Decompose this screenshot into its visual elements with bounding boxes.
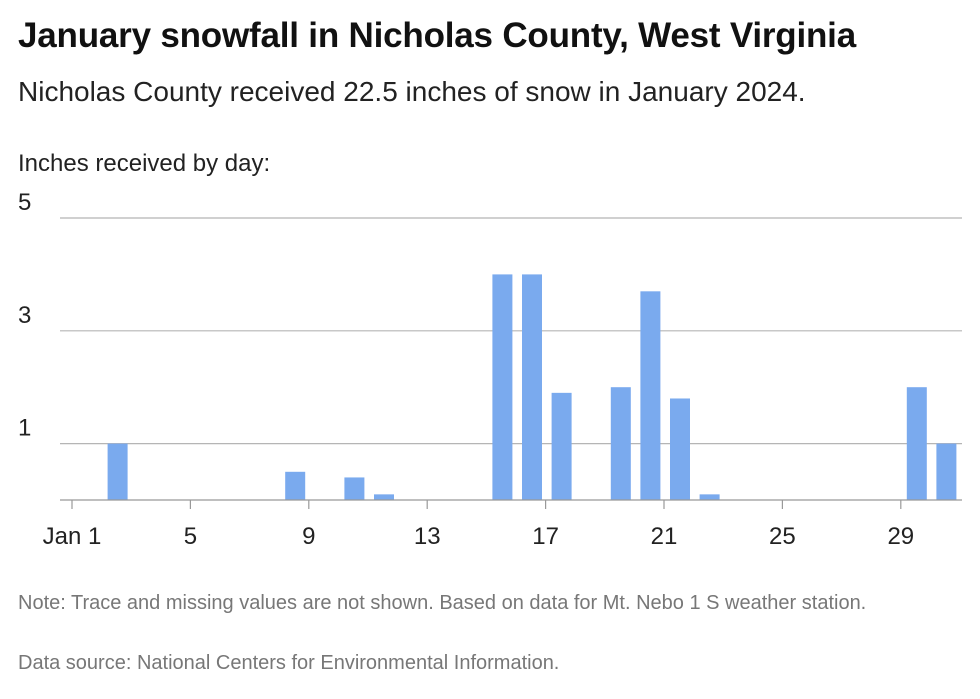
bar-day-30 (936, 443, 957, 500)
y-tick-label: 1 (18, 415, 31, 442)
y-tick-label: 3 (18, 302, 31, 329)
y-tick-label: 5 (18, 189, 31, 216)
x-tick-label: 5 (184, 523, 197, 550)
x-tick-label: 21 (651, 523, 678, 550)
chart-subtitle: Nicholas County received 22.5 inches of … (18, 76, 806, 107)
bar-day-21 (670, 398, 690, 500)
y-axis-caption: Inches received by day: (18, 150, 271, 177)
bar-day-16 (522, 274, 542, 500)
x-tick-label: 25 (769, 523, 796, 550)
bar-day-19 (610, 387, 631, 500)
bar-day-22 (699, 494, 720, 500)
x-tick-label: 17 (532, 523, 559, 550)
chart-note: Note: Trace and missing values are not s… (18, 592, 867, 614)
bar-day-2 (107, 443, 128, 500)
chart-title: January snowfall in Nicholas County, Wes… (18, 16, 856, 55)
bar-day-10 (344, 477, 365, 500)
data-source: Data source: National Centers for Enviro… (18, 652, 560, 674)
x-tick-label: 29 (887, 523, 914, 550)
x-tick-label: Jan 1 (43, 523, 102, 550)
x-tick-label: 9 (302, 523, 315, 550)
bar-day-29 (906, 387, 927, 500)
bar-day-15 (492, 274, 513, 500)
bar-day-20 (640, 291, 661, 500)
x-tick-label: 13 (414, 523, 441, 550)
bar-day-8 (285, 471, 306, 500)
bar-day-11 (374, 494, 394, 500)
bar-day-17 (551, 392, 572, 500)
